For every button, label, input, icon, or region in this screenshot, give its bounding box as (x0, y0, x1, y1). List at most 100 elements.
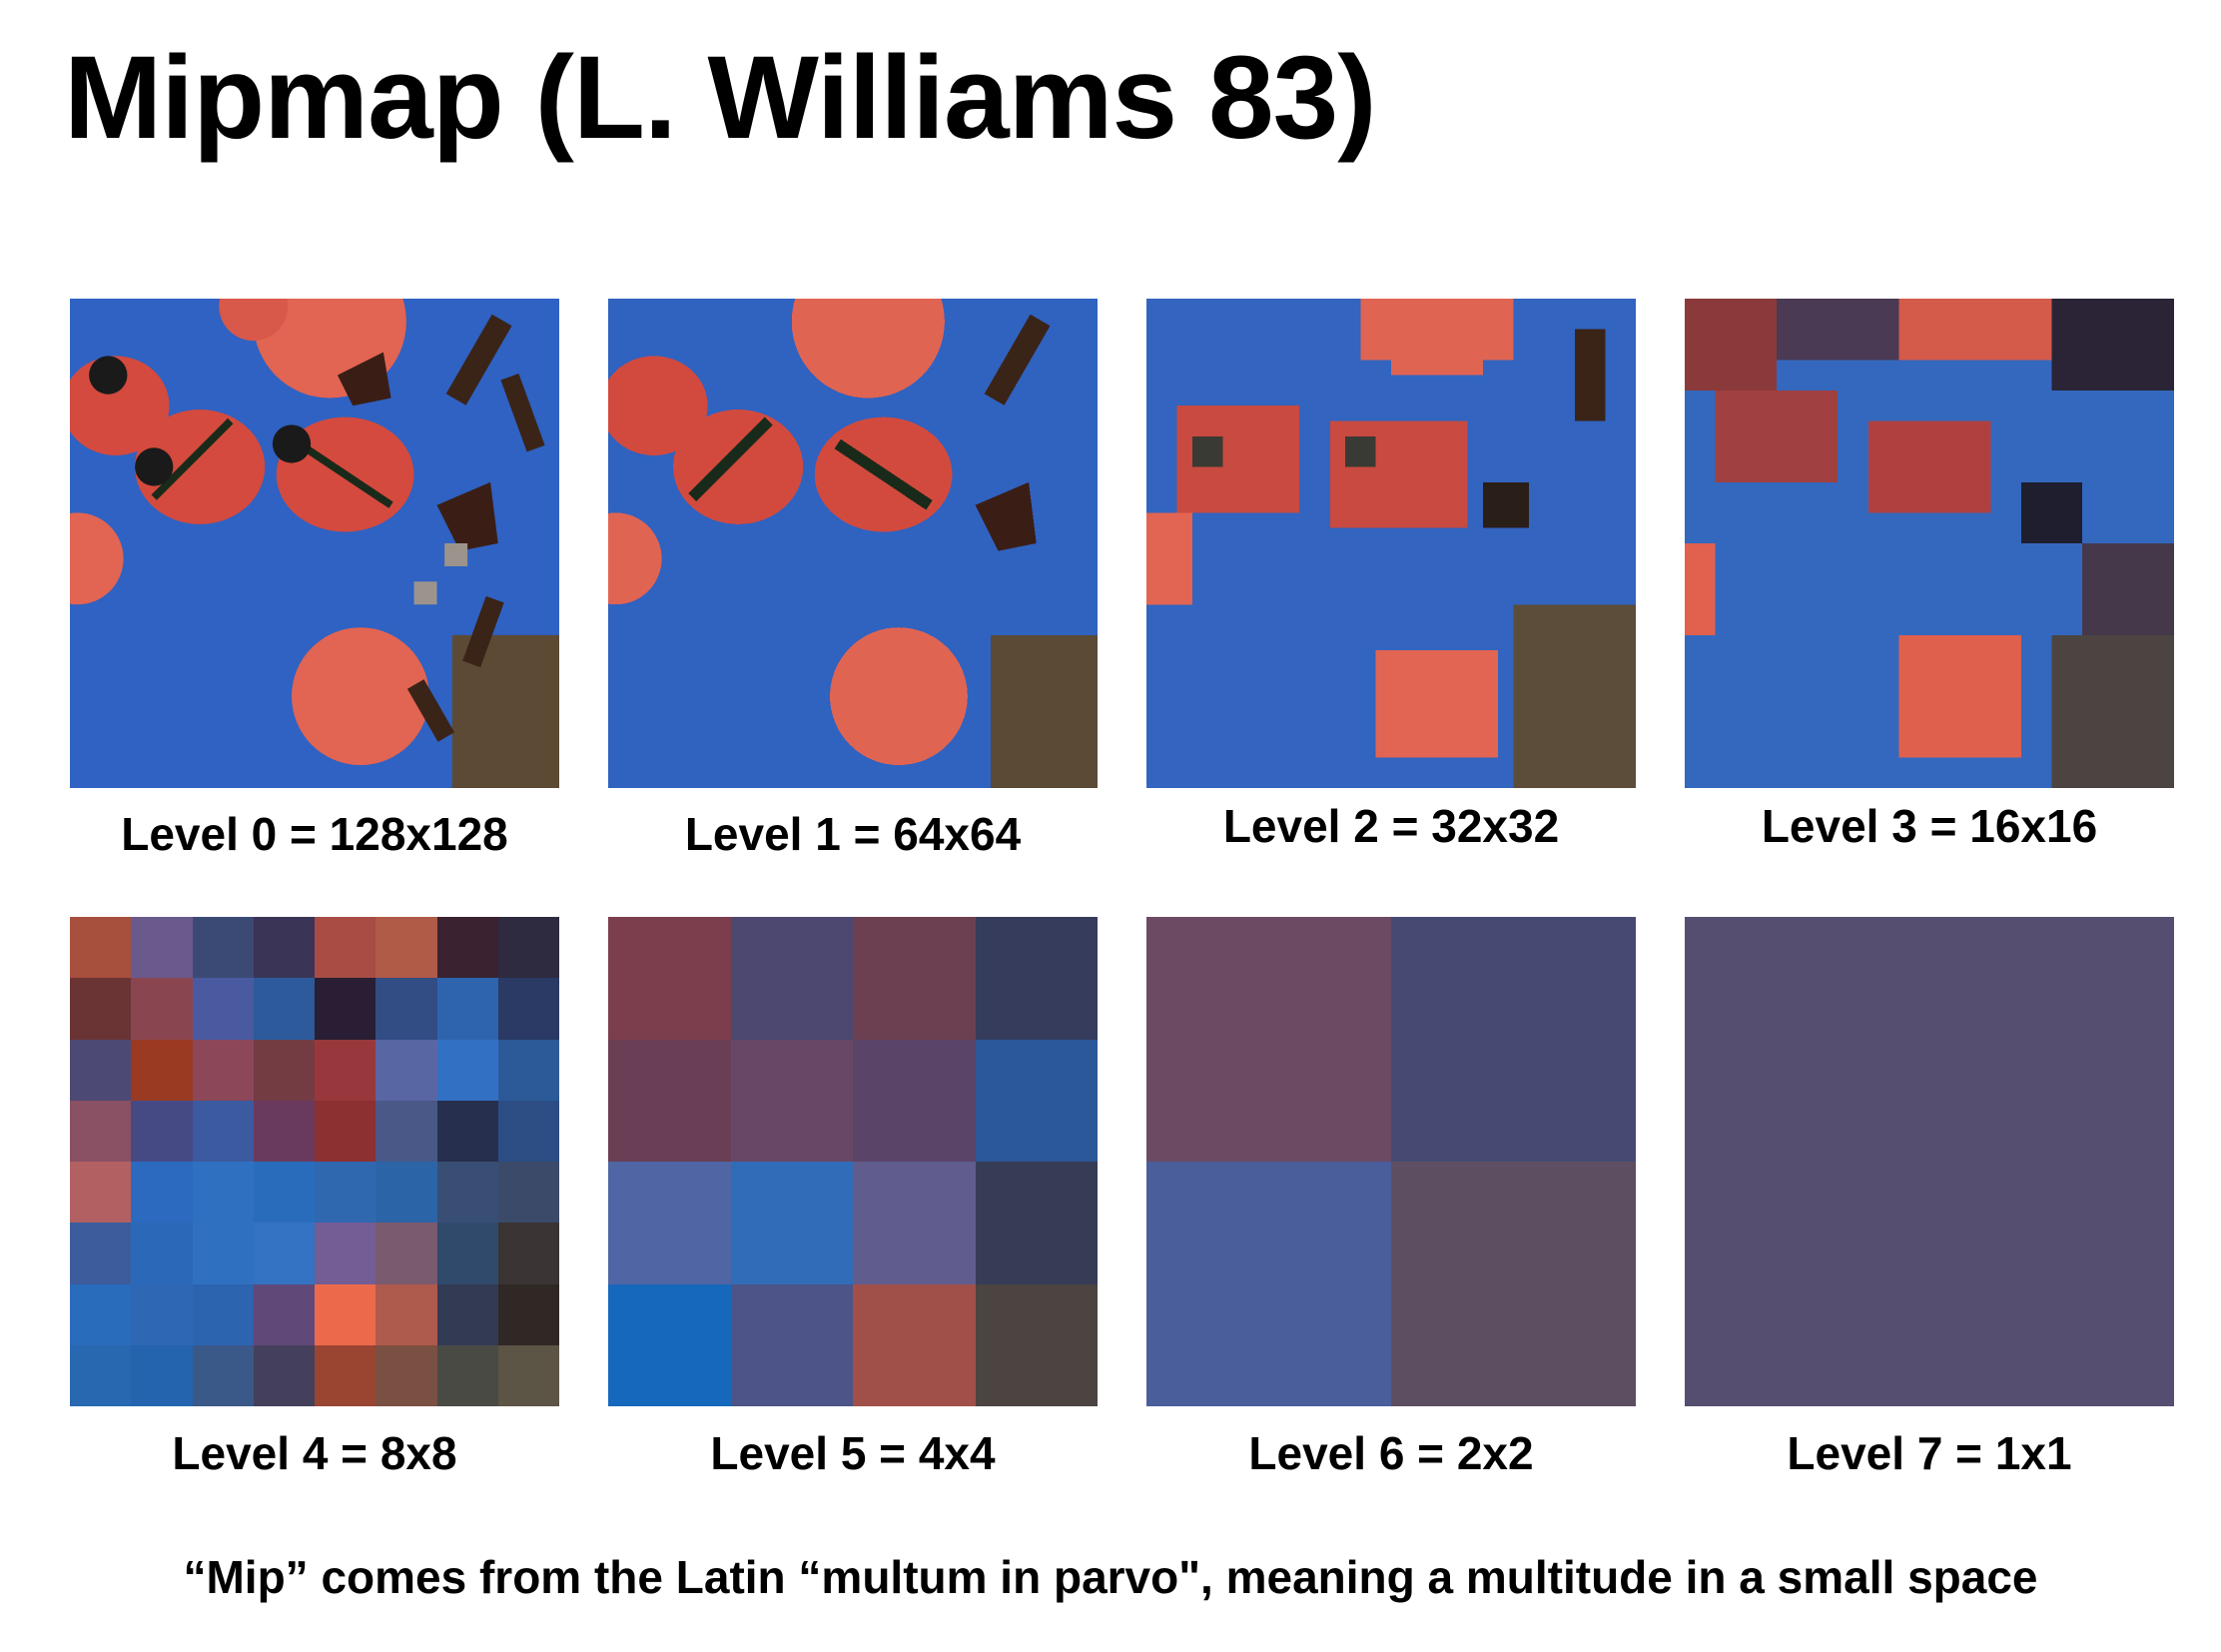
ladybug-head (135, 447, 174, 486)
texel (375, 1223, 437, 1284)
texel (315, 1223, 376, 1284)
texel (436, 1344, 498, 1406)
cookie (1375, 650, 1499, 758)
ladybug-line (688, 416, 773, 502)
texel (315, 1283, 376, 1345)
texel (70, 1039, 132, 1101)
cookie (830, 627, 968, 766)
texel (497, 1162, 559, 1224)
texel (70, 1223, 132, 1284)
cookie (70, 512, 124, 605)
cookie (1146, 512, 1192, 605)
sprinkle (984, 314, 1051, 406)
ladybug (135, 410, 266, 524)
ladybug-head (1345, 435, 1376, 467)
sprinkle (406, 679, 455, 742)
texel (375, 1100, 437, 1162)
cookie (608, 512, 662, 605)
texel (975, 1283, 1098, 1406)
texel (70, 1344, 132, 1406)
texel (1391, 917, 1636, 1162)
level-1-label: Level 1 = 64x64 (684, 808, 1022, 860)
slide-title: Mipmap (L. Williams 83) (64, 32, 1376, 164)
chocolate-chip (975, 481, 1037, 551)
texel (497, 917, 559, 979)
texel (315, 978, 376, 1040)
texel (253, 1344, 315, 1406)
texel (608, 1162, 731, 1284)
texel (1391, 1162, 1636, 1406)
texel (608, 917, 731, 1040)
texel (192, 1039, 254, 1101)
level-7-label: Level 7 = 1x1 (1787, 1427, 2072, 1479)
texel (1685, 917, 2174, 1406)
cookie (1391, 344, 1483, 376)
texel (436, 1283, 498, 1345)
texel (192, 1100, 254, 1162)
texel (436, 1223, 498, 1284)
texel (131, 1039, 193, 1101)
texel (70, 1100, 132, 1162)
texel (497, 1223, 559, 1284)
texel (131, 917, 193, 979)
texel (730, 1283, 853, 1406)
ladybug (608, 356, 708, 455)
chocolate-chip (1482, 481, 1529, 528)
level-5-label: Level 5 = 4x4 (710, 1427, 996, 1479)
sprinkles-pile (990, 634, 1098, 788)
texel (70, 917, 132, 979)
texel (315, 917, 376, 979)
level-6-grid (1146, 917, 1636, 1406)
sprinkle (462, 595, 504, 668)
texel (131, 1162, 193, 1224)
texel (1146, 1162, 1391, 1406)
texel (315, 1100, 376, 1162)
chocolate-chip (436, 481, 498, 551)
ladybug (1715, 390, 1839, 482)
texel (131, 978, 193, 1040)
shadow (2051, 299, 2174, 391)
texel (975, 1039, 1098, 1162)
ladybug-texture-level-3 (1685, 299, 2174, 788)
sprinkles-pile (2051, 634, 2174, 788)
chocolate-chip (2020, 481, 2083, 543)
texel (436, 917, 498, 979)
ladybug-texture-level-1 (608, 299, 1098, 788)
texel (853, 1283, 976, 1406)
texel (730, 1162, 853, 1284)
mip-level-5-image (608, 917, 1098, 1406)
level-7-grid (1685, 917, 2174, 1406)
ladybug-head (1191, 435, 1223, 467)
texel (853, 1039, 976, 1162)
mip-level-1-image (608, 299, 1098, 788)
texel (253, 1283, 315, 1345)
texel (70, 1283, 132, 1345)
cookie (1685, 543, 1716, 635)
texel (497, 1344, 559, 1406)
texel (192, 1162, 254, 1224)
ladybug-texture-level-0 (70, 299, 559, 788)
mip-level-6-image (1146, 917, 1636, 1406)
texel (975, 917, 1098, 1040)
texel (436, 978, 498, 1040)
texel (853, 917, 976, 1040)
ladybug-head (89, 356, 128, 395)
ladybug (219, 299, 289, 342)
texel (497, 1039, 559, 1101)
level-4-label: Level 4 = 8x8 (172, 1427, 457, 1479)
texel (253, 1162, 315, 1224)
ladybug (673, 410, 804, 524)
texel (497, 1100, 559, 1162)
sprinkle (1574, 329, 1606, 421)
cookie (1898, 299, 2052, 361)
ladybug-line (151, 417, 234, 500)
mip-level-4-image (70, 917, 559, 1406)
ladybug-head (272, 424, 312, 463)
texel (436, 1100, 498, 1162)
texel (131, 1223, 193, 1284)
cookie (292, 627, 429, 766)
sprinkle (445, 314, 512, 406)
level-2-label: Level 2 = 32x32 (1222, 800, 1560, 852)
level-3-label: Level 3 = 16x16 (1761, 800, 2098, 852)
sprinkles-pile (2082, 543, 2174, 635)
